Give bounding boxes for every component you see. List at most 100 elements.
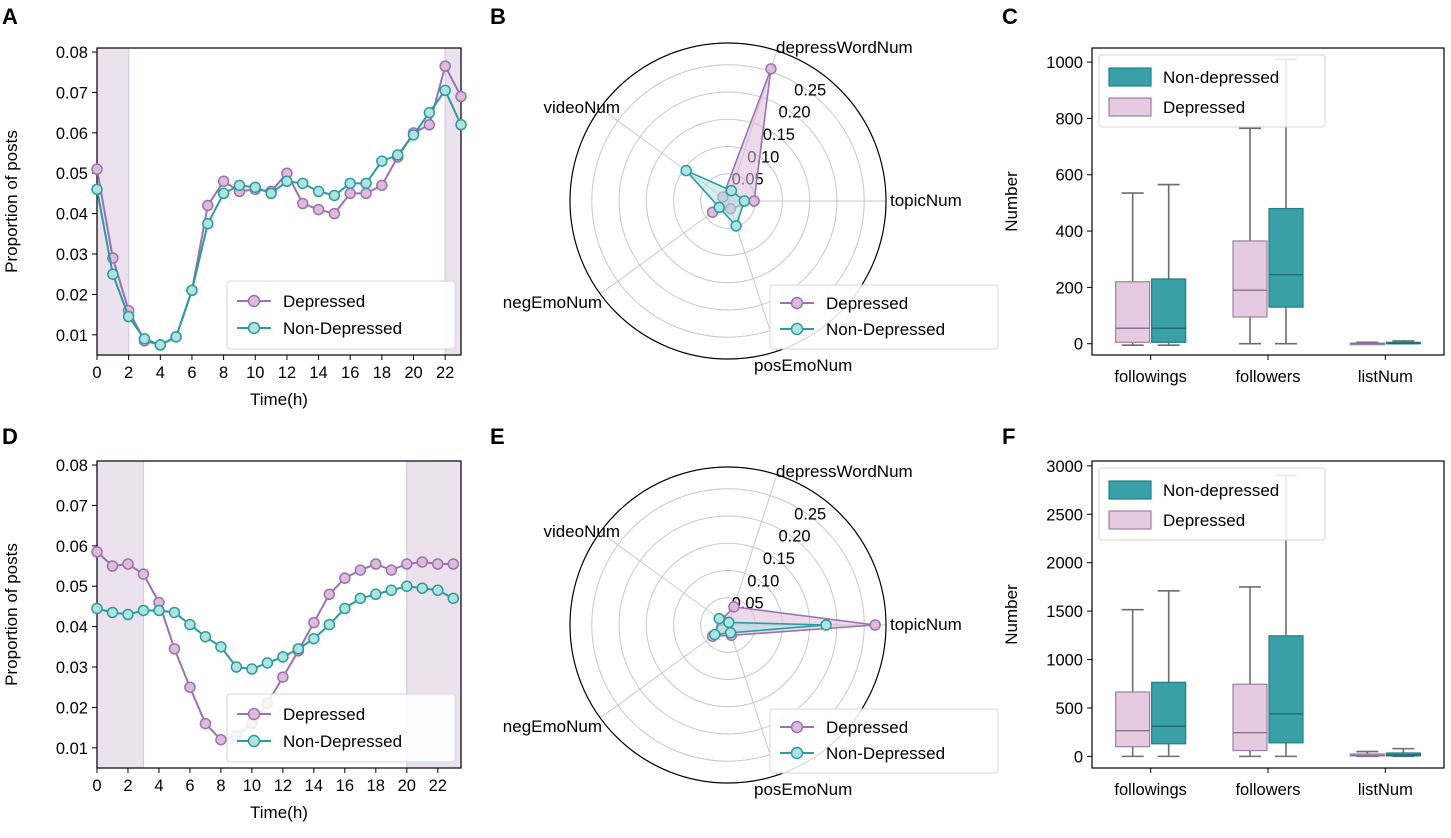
radial-tick-label: 0.20 xyxy=(778,104,810,122)
data-point-non-depressed xyxy=(137,604,150,617)
box-non-depressed-followers xyxy=(1268,207,1304,308)
series-line-non-depressed xyxy=(96,585,454,671)
x-axis-label: Time(h) xyxy=(250,390,308,409)
spoke-line xyxy=(599,200,729,295)
y-tick-label: 1000 xyxy=(1046,652,1083,670)
y-tick-label: 0.04 xyxy=(56,206,88,224)
radial-tick-label: 0.15 xyxy=(763,126,795,144)
legend-marker xyxy=(247,294,261,308)
data-point-non-depressed xyxy=(246,663,258,675)
data-point-depressed xyxy=(312,203,325,216)
spoke-label-videoNum: videoNum xyxy=(543,522,620,541)
spoke-line xyxy=(727,624,778,776)
y-tick-label: 800 xyxy=(1055,110,1083,128)
y-tick-label: 0 xyxy=(1074,336,1083,354)
legend-box xyxy=(226,280,456,350)
radar-point-non-depressed xyxy=(723,616,735,629)
data-point-non-depressed xyxy=(186,284,198,297)
y-tick-label: 2000 xyxy=(1046,555,1083,573)
y-tick-label: 0.03 xyxy=(56,659,88,677)
x-tick-label: 6 xyxy=(187,364,196,382)
radar-point-non-depressed xyxy=(713,612,725,625)
data-point-depressed xyxy=(385,564,398,576)
radar-point-non-depressed xyxy=(724,627,737,639)
y-tick-label: 0.06 xyxy=(56,538,88,556)
data-point-depressed xyxy=(308,616,320,629)
radial-tick-label: 0.25 xyxy=(794,81,826,99)
legend-marker xyxy=(790,322,804,336)
data-point-depressed xyxy=(339,572,351,584)
spoke-label-topicNum: topicNum xyxy=(890,191,962,210)
data-point-non-depressed xyxy=(312,185,325,198)
data-point-non-depressed xyxy=(91,602,103,615)
x-tick-label: 14 xyxy=(309,364,327,382)
radar-point-depressed xyxy=(728,601,740,613)
data-point-non-depressed xyxy=(423,106,436,119)
y-tick-label: 0.04 xyxy=(56,619,88,637)
x-tick-label: 2 xyxy=(123,777,132,795)
data-point-non-depressed xyxy=(416,582,429,594)
spoke-line xyxy=(727,474,778,626)
x-tick-label: 8 xyxy=(216,777,225,795)
y-tick-label: 0.01 xyxy=(56,327,88,345)
radar-polygon-non-depressed xyxy=(713,617,827,636)
data-point-depressed xyxy=(360,187,372,200)
legend-label: Non-Depressed xyxy=(826,320,945,339)
panel-letter: E xyxy=(490,424,505,449)
data-point-depressed xyxy=(217,175,230,188)
y-tick-label: 1000 xyxy=(1046,54,1083,72)
box-depressed-followers xyxy=(1232,683,1268,752)
legend-marker xyxy=(790,720,804,734)
x-tick-label: 12 xyxy=(274,777,292,795)
legend-label: Non-Depressed xyxy=(283,732,402,751)
legend-label: Non-depressed xyxy=(1163,68,1279,87)
radar-point-non-depressed xyxy=(709,628,721,641)
spoke-label-negEmoNum: negEmoNum xyxy=(503,293,602,312)
y-tick-label: 0.07 xyxy=(56,84,88,102)
data-point-depressed xyxy=(202,199,214,212)
data-point-depressed xyxy=(323,588,336,601)
radial-tick-label: 0.10 xyxy=(747,572,779,590)
data-point-non-depressed xyxy=(308,632,320,645)
legend-patch xyxy=(1108,480,1152,500)
y-tick-label: 0.05 xyxy=(56,165,88,183)
radar-point-non-depressed xyxy=(820,619,832,631)
radar-point-non-depressed xyxy=(725,184,738,197)
x-tick-label: 20 xyxy=(398,777,416,795)
legend-marker xyxy=(247,321,261,335)
y-tick-label: 0.03 xyxy=(56,246,88,264)
legend-label: Depressed xyxy=(283,705,365,724)
panel-A: A 0 2 4 6 8 10 12 14 16 18 20 22 0.01 0.02 0.03 0.04 0.05… xyxy=(2,4,467,409)
y-tick-label: 600 xyxy=(1055,167,1083,185)
y-tick-label: 0.08 xyxy=(56,457,88,475)
radial-tick-label: 0.25 xyxy=(794,505,826,523)
y-axis-label: Number xyxy=(1002,171,1021,232)
legend-box xyxy=(1098,54,1326,128)
data-point-depressed xyxy=(277,671,289,683)
spoke-label-depressWordNum: depressWordNum xyxy=(776,38,913,57)
y-tick-label: 0 xyxy=(1074,748,1083,766)
data-point-non-depressed xyxy=(391,149,404,161)
x-axis-label: Time(h) xyxy=(250,803,308,822)
spoke-label-depressWordNum: depressWordNum xyxy=(776,462,913,481)
box-depressed-followings xyxy=(1115,691,1151,748)
data-point-non-depressed xyxy=(360,177,372,190)
data-point-non-depressed xyxy=(168,606,181,619)
spoke-line xyxy=(599,624,729,719)
x-tick-label: 0 xyxy=(92,777,101,795)
data-point-non-depressed xyxy=(153,604,165,617)
y-tick-label: 0.06 xyxy=(56,125,88,143)
data-point-non-depressed xyxy=(265,187,277,200)
data-point-non-depressed xyxy=(217,187,230,200)
data-point-non-depressed xyxy=(106,606,119,619)
y-axis-label: Proportion of posts xyxy=(2,543,21,686)
y-tick-label: 1500 xyxy=(1046,603,1083,621)
data-point-depressed xyxy=(91,163,103,175)
data-point-depressed xyxy=(137,568,150,580)
data-point-non-depressed xyxy=(370,588,382,601)
box-non-depressed-followers xyxy=(1268,635,1304,744)
data-point-non-depressed xyxy=(376,155,388,167)
data-point-non-depressed xyxy=(354,592,367,605)
data-point-non-depressed xyxy=(432,584,444,597)
